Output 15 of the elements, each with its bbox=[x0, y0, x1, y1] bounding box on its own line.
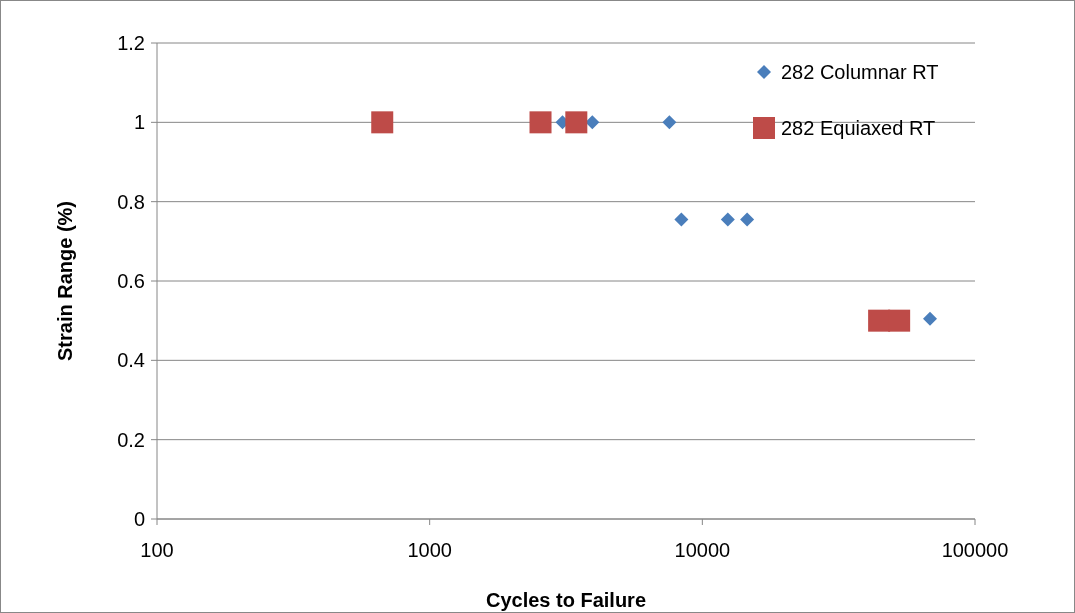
x-tick-label: 100 bbox=[140, 539, 174, 561]
y-axis-title: Strain Range (%) bbox=[54, 200, 76, 362]
y-tick-label: 1 bbox=[133, 111, 145, 134]
legend-label: 282 Columnar RT bbox=[781, 61, 939, 83]
legend-label: 282 Equiaxed RT bbox=[781, 117, 936, 139]
y-tick-label: 0.4 bbox=[117, 349, 145, 372]
x-tick-label: 1000 bbox=[407, 539, 452, 561]
y-tick-label: 0 bbox=[133, 508, 145, 530]
y-tick-label: 0.6 bbox=[117, 270, 145, 292]
x-tick-label: 10000 bbox=[674, 539, 731, 561]
y-tick-label: 0.8 bbox=[117, 190, 145, 213]
y-tick-label: 1.2 bbox=[117, 32, 145, 54]
y-tick-label: 0.2 bbox=[117, 428, 145, 451]
x-tick-label: 100000 bbox=[941, 539, 1009, 561]
x-axis-title: Cycles to Failure bbox=[485, 589, 647, 611]
